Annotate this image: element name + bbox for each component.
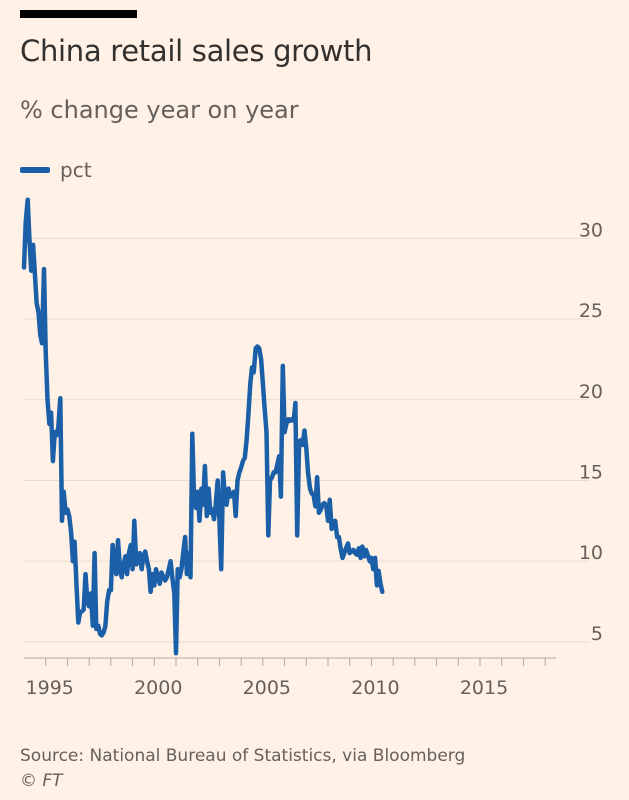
y-tick-label: 20 [579, 381, 603, 403]
legend-label: pct [60, 158, 92, 182]
legend-swatch [20, 167, 50, 173]
y-tick-label: 10 [579, 542, 603, 564]
credit-note: © FT [20, 771, 63, 791]
x-tick-label: 2010 [351, 677, 399, 699]
y-tick-label: 15 [579, 461, 603, 483]
chart-title: China retail sales growth [20, 34, 373, 68]
series-line-pct [21, 197, 385, 656]
y-tick-label: 5 [591, 623, 603, 645]
x-tick-label: 2005 [243, 677, 291, 699]
x-tick-label: 1995 [26, 677, 74, 699]
line-chart: 5 10 15 20 25 30 1995 2000 2005 2010 2015 [21, 197, 603, 699]
x-tick-label: 2015 [460, 677, 508, 699]
y-tick-label: 25 [579, 300, 603, 322]
y-tick-label: 30 [579, 219, 603, 241]
legend: pct [20, 158, 92, 182]
chart-subtitle: % change year on year [20, 96, 299, 124]
source-note: Source: National Bureau of Statistics, v… [20, 746, 466, 766]
brand-bar [20, 10, 137, 18]
x-tick-label: 2000 [134, 677, 182, 699]
